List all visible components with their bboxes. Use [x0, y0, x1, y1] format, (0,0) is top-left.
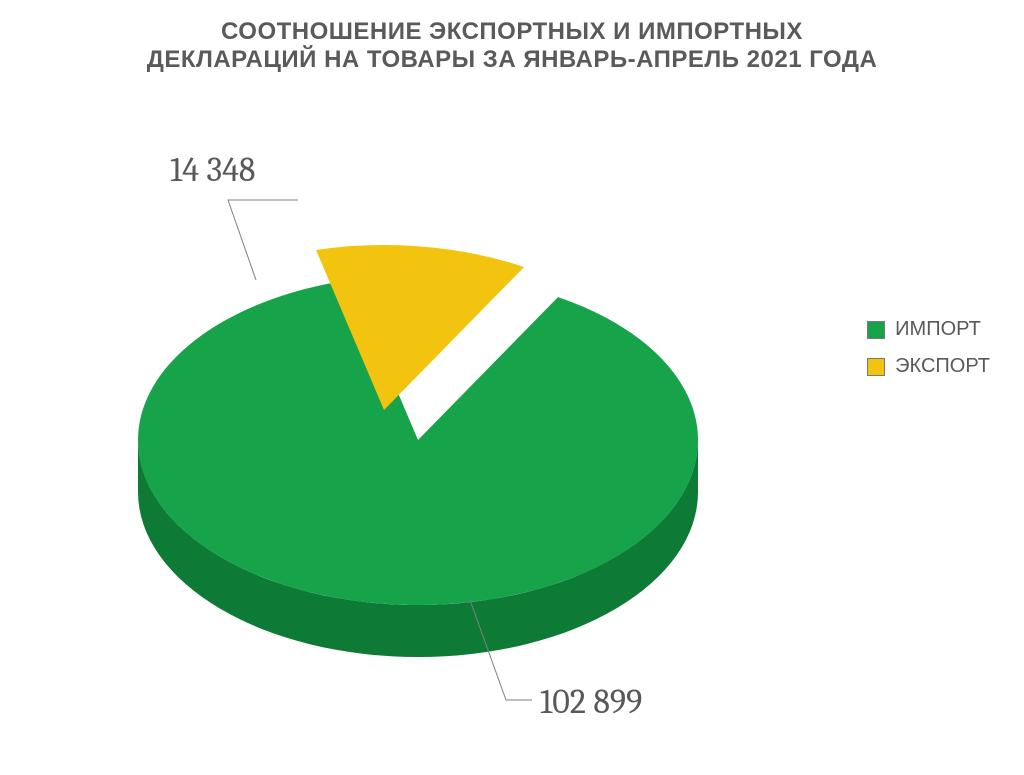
legend-swatch-export [867, 358, 885, 376]
legend-item-import: ИМПОРТ [867, 318, 990, 341]
legend: ИМПОРТ ЭКСПОРТ [867, 318, 990, 392]
data-label-export: 14 348 [170, 150, 255, 190]
legend-item-export: ЭКСПОРТ [867, 355, 990, 378]
data-label-import: 102 899 [540, 682, 642, 722]
chart-container: СООТНОШЕНИЕ ЭКСПОРТНЫХ И ИМПОРТНЫХ ДЕКЛА… [0, 0, 1024, 775]
legend-swatch-import [867, 321, 885, 339]
legend-label-import: ИМПОРТ [895, 318, 981, 341]
legend-label-export: ЭКСПОРТ [895, 355, 990, 378]
